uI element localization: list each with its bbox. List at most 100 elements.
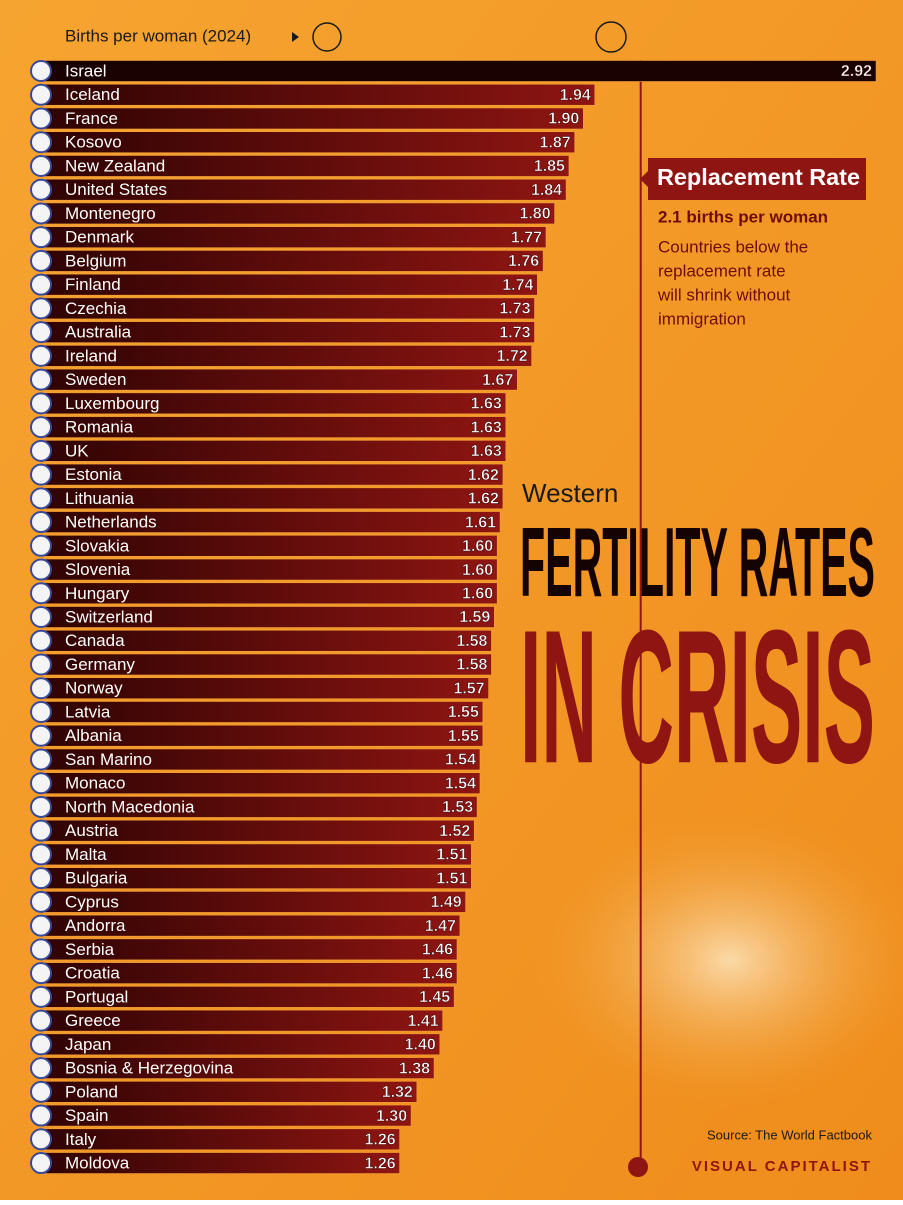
value-label: 1.49 [430, 894, 461, 911]
value-label: 1.67 [482, 372, 513, 389]
category-label: Norway [65, 679, 123, 698]
title-kicker: Western [522, 478, 618, 508]
annotation-box [648, 158, 866, 200]
title: FERTILITY RATES [520, 507, 875, 617]
flag [30, 1128, 52, 1151]
value-label: 1.47 [425, 918, 456, 935]
value-label: 1.53 [442, 799, 473, 816]
flag [30, 487, 52, 510]
category-label: Estonia [65, 465, 122, 484]
flag [30, 392, 52, 415]
flag [30, 772, 52, 795]
flag [30, 1033, 52, 1056]
flag [30, 724, 52, 747]
value-label: 1.74 [502, 277, 533, 294]
category-label: Albania [65, 726, 122, 745]
logo [628, 1157, 648, 1177]
category-label: France [65, 109, 118, 128]
annotation-subtitle: 2.1 births per woman [658, 207, 828, 226]
category-label: Poland [65, 1082, 118, 1101]
value-label: 1.80 [519, 206, 550, 223]
category-label: Kosovo [65, 133, 122, 152]
category-label: Belgium [65, 251, 126, 270]
value-label: 1.60 [462, 538, 493, 555]
value-label: 1.54 [445, 775, 476, 792]
category-label: Switzerland [65, 608, 153, 627]
value-label: 1.54 [445, 752, 476, 769]
value-label: 1.77 [511, 229, 542, 246]
flag [30, 795, 52, 818]
flag [30, 938, 52, 961]
value-label: 1.72 [496, 348, 527, 365]
category-label: San Marino [65, 750, 152, 769]
category-label: Canada [65, 631, 125, 650]
category-label: Slovenia [65, 560, 131, 579]
value-label: 1.94 [560, 87, 591, 104]
value-label: 2.92 [841, 63, 872, 80]
value-label: 1.62 [468, 467, 499, 484]
category-label: Sweden [65, 370, 126, 389]
value-label: 1.45 [419, 989, 450, 1006]
hand-image [530, 810, 903, 1110]
category-label: New Zealand [65, 156, 165, 175]
category-label: Romania [65, 418, 134, 437]
flag [30, 962, 52, 985]
flag [30, 131, 52, 154]
value-label: 1.40 [405, 1037, 436, 1054]
bar [37, 83, 596, 106]
axis-label: Births per woman (2024) [65, 26, 251, 45]
category-label: Hungary [65, 584, 130, 603]
category-label: Denmark [65, 228, 134, 247]
annotation-pointer [640, 171, 648, 187]
value-label: 1.52 [439, 823, 470, 840]
category-label: Japan [65, 1035, 111, 1054]
value-label: 1.58 [456, 657, 487, 674]
category-label: Malta [65, 845, 107, 864]
category-label: Latvia [65, 702, 111, 721]
bar [37, 60, 877, 82]
bar [37, 107, 584, 130]
category-label: United States [65, 180, 167, 199]
source: Source: The World Factbook [707, 1127, 872, 1142]
flag [30, 914, 52, 937]
flag [30, 463, 52, 486]
flag [30, 178, 52, 201]
value-label: 1.63 [471, 396, 502, 413]
value-label: 1.59 [459, 609, 490, 626]
category-label: Bosnia & Herzegovina [65, 1059, 234, 1078]
category-label: Montenegro [65, 204, 156, 223]
flag [30, 60, 52, 82]
flag [30, 1080, 52, 1103]
flag [30, 321, 52, 344]
value-label: 1.61 [465, 514, 496, 531]
icon [595, 21, 627, 53]
category-label: Monaco [65, 774, 125, 793]
category-label: Bulgaria [65, 869, 128, 888]
category-label: UK [65, 441, 89, 460]
title: IN CRISIS [520, 591, 875, 803]
annotation-note: replacement rate [658, 261, 786, 280]
value-label: 1.55 [448, 704, 479, 721]
value-label: 1.87 [540, 134, 571, 151]
category-label: Israel [65, 61, 107, 80]
category-label: Slovakia [65, 536, 130, 555]
category-label: Iceland [65, 85, 120, 104]
flag [30, 511, 52, 534]
flag [30, 653, 52, 676]
category-label: Cyprus [65, 892, 119, 911]
flag [30, 677, 52, 700]
annotation-note: immigration [658, 309, 746, 328]
annotation-note: will shrink without [657, 285, 791, 304]
value-label: 1.60 [462, 562, 493, 579]
flag [30, 843, 52, 866]
category-label: Lithuania [65, 489, 135, 508]
category-label: Germany [65, 655, 135, 674]
value-label: 1.84 [531, 182, 562, 199]
category-label: Austria [65, 821, 118, 840]
value-label: 1.90 [548, 111, 579, 128]
flag [30, 1009, 52, 1032]
flag [30, 819, 52, 842]
flag [30, 83, 52, 106]
flag [30, 154, 52, 177]
brand: VISUAL CAPITALIST [692, 1158, 872, 1175]
